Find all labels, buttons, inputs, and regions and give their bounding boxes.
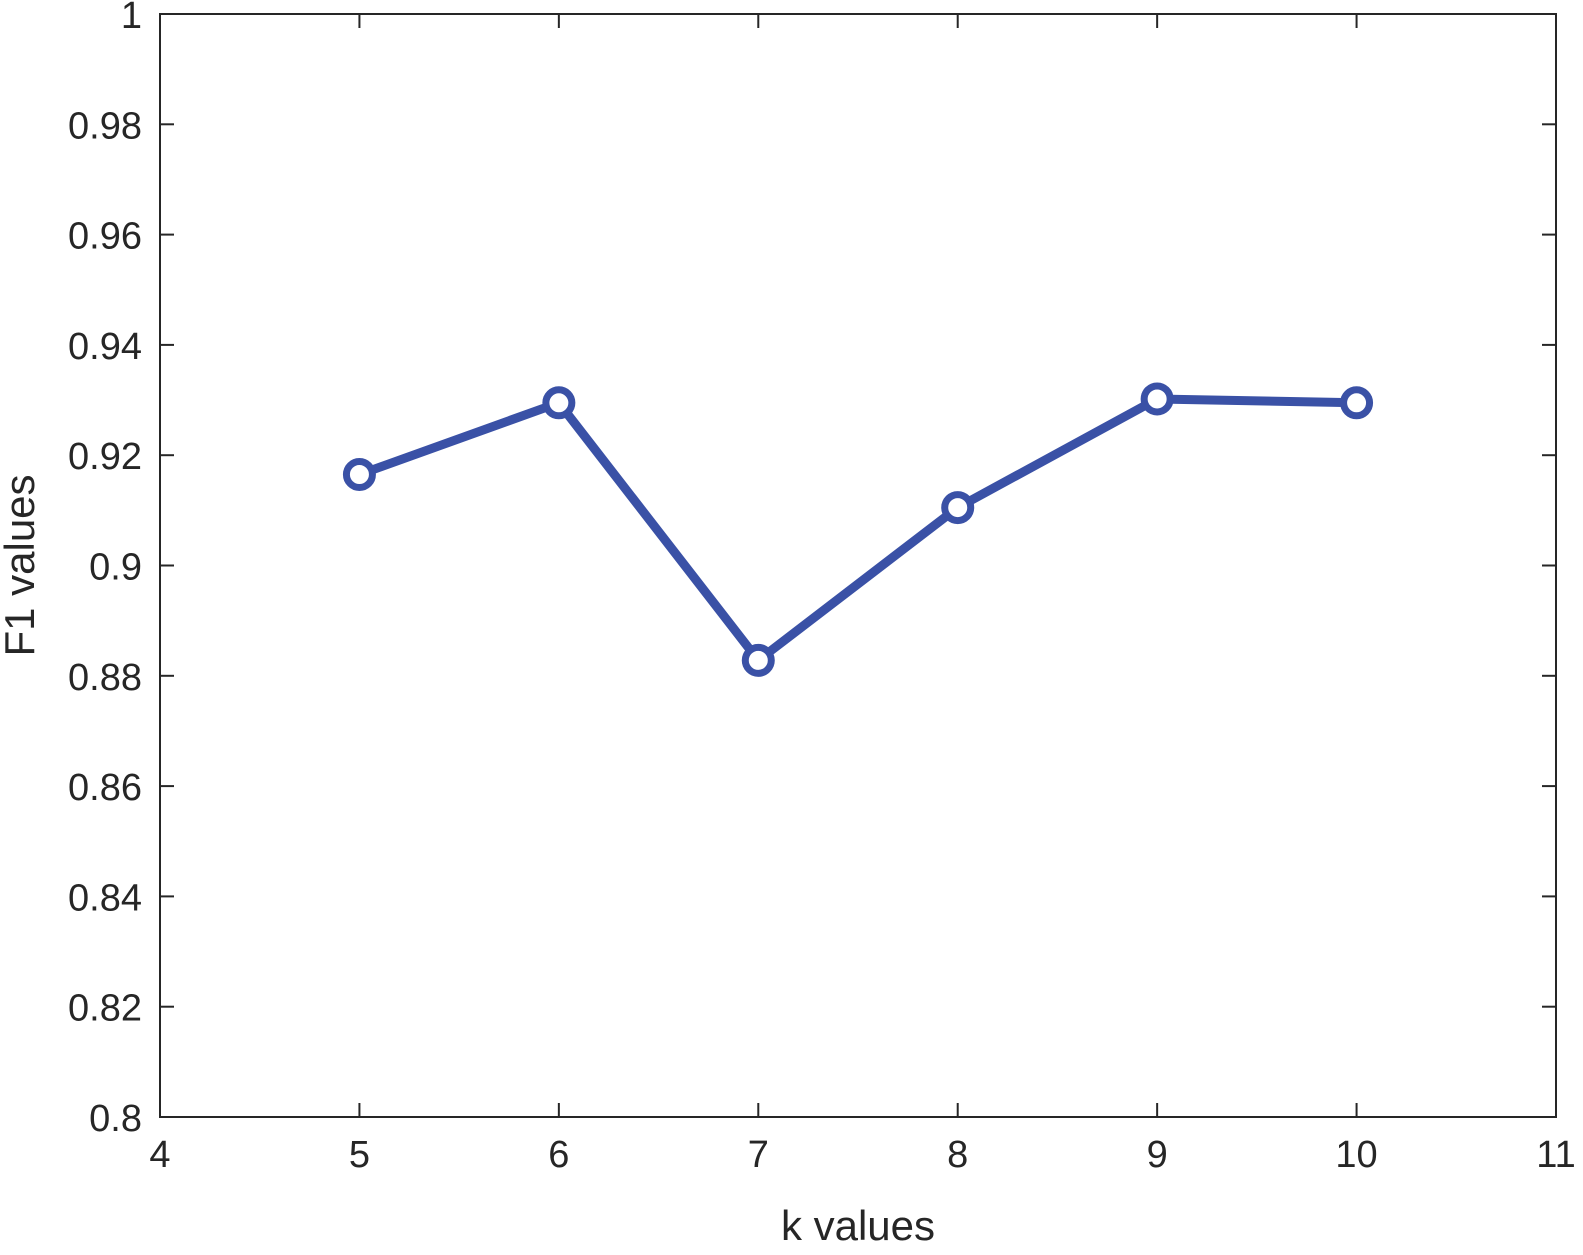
data-point-0-5 <box>1340 386 1374 420</box>
data-point-0-2 <box>741 643 775 677</box>
x-tick-label-1: 5 <box>349 1134 370 1176</box>
data-point-0-1 <box>542 386 576 420</box>
x-tick-label-0: 4 <box>149 1134 170 1176</box>
y-tick-label-1: 0.82 <box>68 988 142 1030</box>
y-tick-label-8: 0.96 <box>68 216 142 258</box>
y-tick-label-10: 1 <box>121 0 142 37</box>
y-tick-label-3: 0.86 <box>68 767 142 809</box>
series-line-0 <box>357 394 1357 665</box>
y-tick-label-6: 0.92 <box>68 436 142 478</box>
y-tick-label-9: 0.98 <box>68 105 142 147</box>
x-tick-label-7: 11 <box>1536 1134 1575 1176</box>
x-tick-label-3: 7 <box>748 1134 769 1176</box>
x-tick-label-2: 6 <box>548 1134 569 1176</box>
data-point-0-4 <box>1140 382 1174 416</box>
y-tick-label-4: 0.88 <box>68 657 142 699</box>
y-tick-label-7: 0.94 <box>68 326 142 368</box>
x-tick-label-6: 10 <box>1335 1134 1377 1176</box>
y-tick-label-0: 0.8 <box>89 1098 142 1140</box>
data-point-0-0 <box>342 458 376 492</box>
x-tick-label-5: 9 <box>1147 1134 1168 1176</box>
x-axis-label: k values <box>781 1202 935 1249</box>
y-axis-label: F1 values <box>0 474 43 656</box>
y-tick-label-2: 0.84 <box>68 877 142 919</box>
x-tick-label-4: 8 <box>947 1134 968 1176</box>
data-point-0-3 <box>941 491 975 525</box>
tick-labels: 4 5 6 7 8 9 10 11 0.8 0.82 0.84 0.86 0.88 0.9 0.92 0.94… <box>68 0 1576 1176</box>
axis-ticks <box>159 13 1557 1118</box>
series-layer <box>342 382 1374 677</box>
y-tick-label-5: 0.9 <box>89 547 142 589</box>
plot-area-frame <box>159 13 1557 1118</box>
